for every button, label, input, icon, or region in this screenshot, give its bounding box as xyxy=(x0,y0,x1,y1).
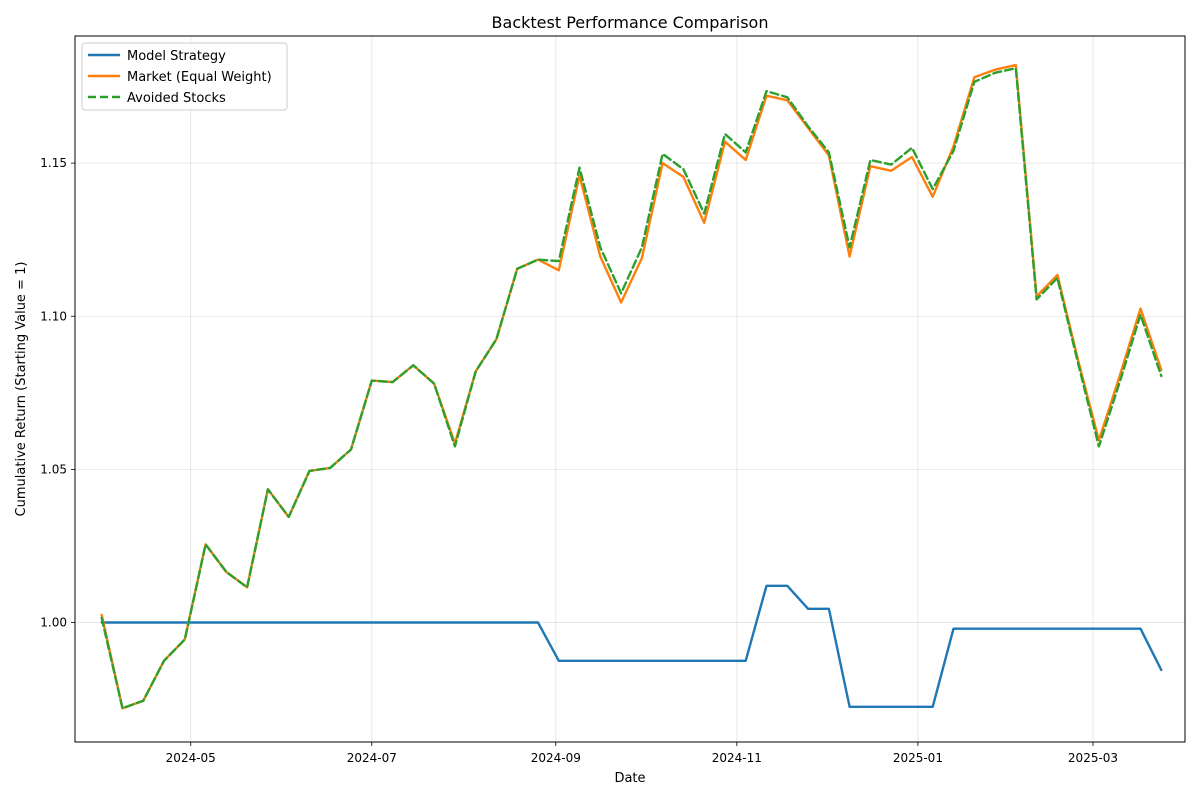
x-tick-label: 2025-03 xyxy=(1068,751,1118,765)
series-line-model-strategy xyxy=(100,584,1163,708)
x-tick-label: 2024-11 xyxy=(712,751,762,765)
series-line-market-equal-weight xyxy=(100,63,1163,710)
legend-box xyxy=(81,42,288,111)
y-tick-label: 1.15 xyxy=(40,156,67,170)
x-tick-label: 2024-05 xyxy=(166,751,216,765)
x-axis: 2024-05 2024-07 2024-09 2024-11 2025-01 2025-… xyxy=(166,742,1118,765)
series-line-avoided-stocks xyxy=(100,66,1163,710)
y-axis: 1.00 1.05 1.10 1.15 xyxy=(40,156,75,630)
legend-label-model-strategy: Model Strategy xyxy=(127,49,226,64)
legend: Model Strategy Market (Equal Weight) Avo… xyxy=(81,42,288,111)
x-tick-label: 2024-09 xyxy=(531,751,581,765)
y-axis-title: Cumulative Return (Starting Value = 1) xyxy=(14,262,29,517)
y-tick-label: 1.10 xyxy=(40,309,67,323)
x-axis-title: Date xyxy=(614,771,645,786)
grid-lines xyxy=(75,36,1185,742)
x-tick-label: 2025-01 xyxy=(893,751,943,765)
chart-title: Backtest Performance Comparison xyxy=(492,13,769,32)
y-tick-label: 1.05 xyxy=(40,462,67,476)
legend-label-market: Market (Equal Weight) xyxy=(127,70,272,85)
legend-label-avoided-stocks: Avoided Stocks xyxy=(127,91,226,106)
plot-frame xyxy=(74,35,1186,743)
x-tick-label: 2024-07 xyxy=(347,751,397,765)
y-tick-label: 1.00 xyxy=(40,616,67,630)
series-lines xyxy=(100,63,1163,710)
